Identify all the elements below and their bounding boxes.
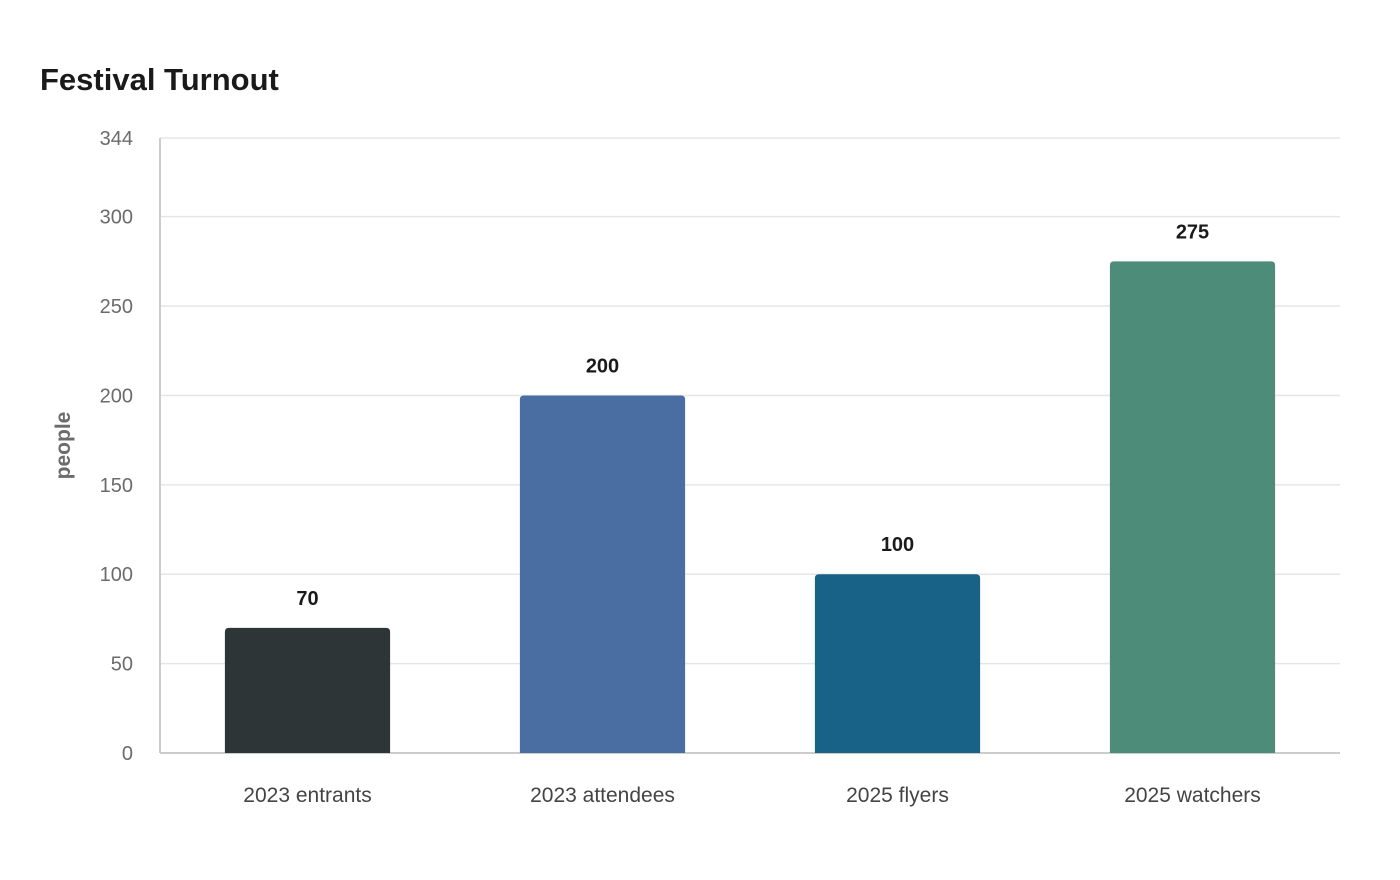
y-axis-label: people — [52, 412, 75, 480]
y-tick-label: 50 — [111, 654, 133, 676]
data-label: 200 — [586, 355, 619, 377]
y-tick-label: 300 — [100, 207, 133, 229]
y-tick-label: 250 — [100, 296, 133, 318]
y-tick-label: 100 — [100, 564, 133, 586]
bar-2023-entrants — [224, 627, 391, 753]
bar-2025-watchers — [1109, 261, 1276, 753]
data-label: 100 — [881, 534, 914, 556]
y-tick-label: 200 — [100, 385, 133, 407]
x-tick-label: 2025 watchers — [1124, 784, 1261, 807]
y-tick-label: 0 — [122, 743, 133, 765]
data-labels: 70 200 100 275 — [296, 221, 1209, 609]
y-tick-label: 344 — [100, 128, 133, 150]
x-tick-label: 2025 flyers — [846, 784, 949, 807]
x-tick-label: 2023 attendees — [530, 784, 675, 807]
grid-lines — [160, 137, 1340, 665]
data-label: 275 — [1176, 221, 1209, 243]
x-tick-label: 2023 entrants — [243, 784, 371, 807]
bars — [224, 261, 1276, 753]
bar-2025-flyers — [814, 574, 981, 753]
chart-title: Festival Turnout — [40, 62, 279, 97]
x-axis-ticks: 2023 entrants 2023 attendees 2025 flyers 20… — [243, 784, 1261, 807]
y-axis-ticks: 0 50 100 150 200 250 300 344 — [100, 128, 133, 765]
data-label: 70 — [296, 588, 318, 610]
y-tick-label: 150 — [100, 475, 133, 497]
bar-2023-attendees — [519, 395, 686, 753]
